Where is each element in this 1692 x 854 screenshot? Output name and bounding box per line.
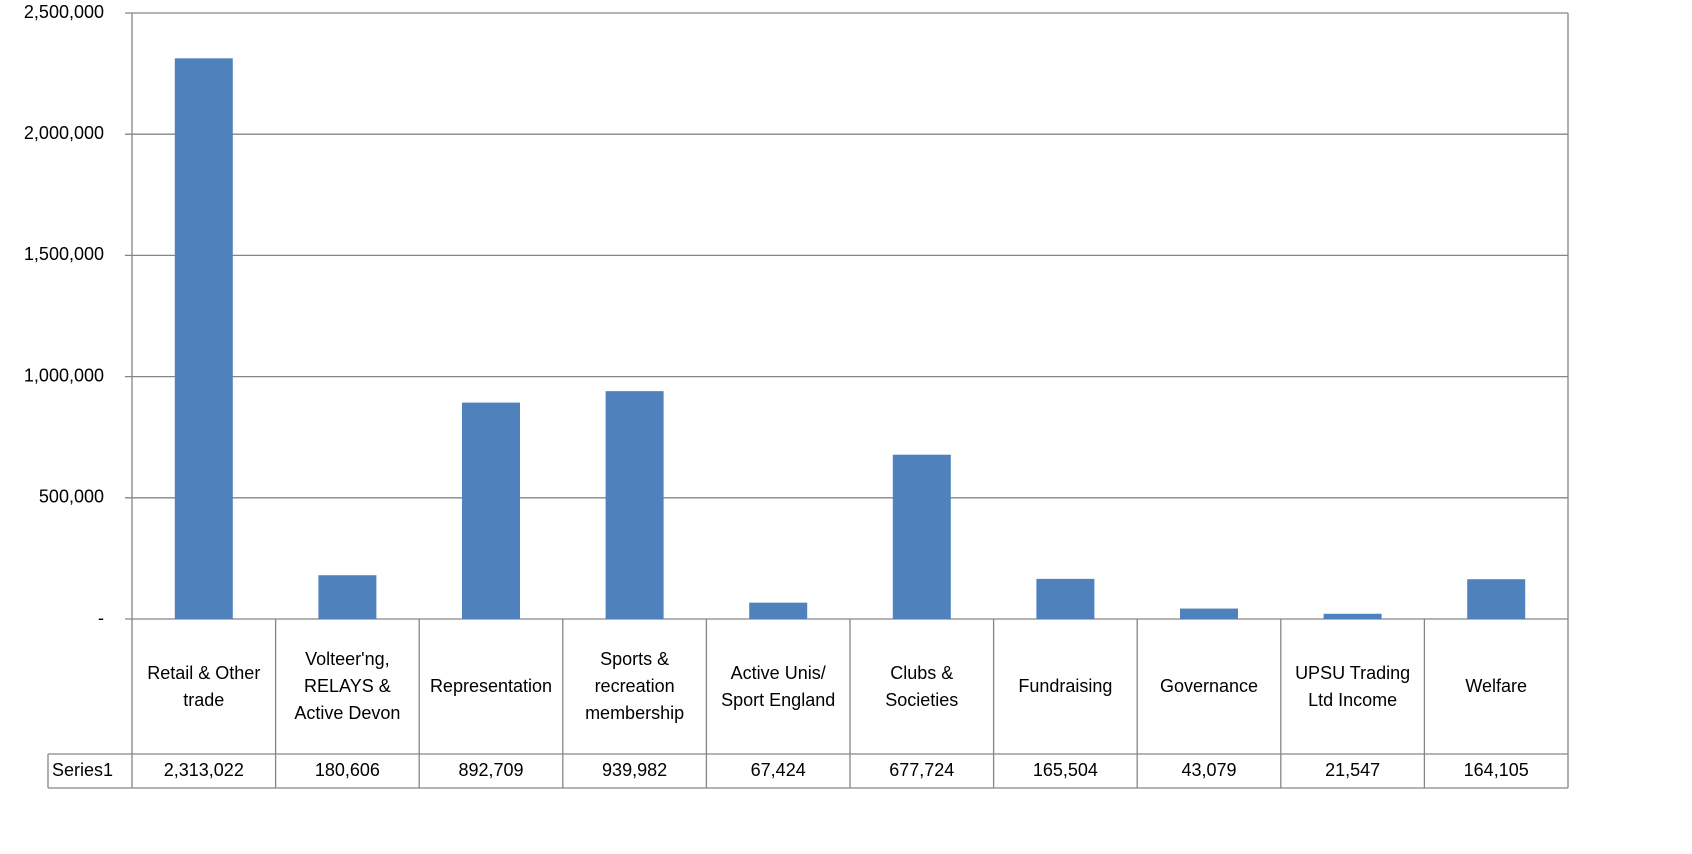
x-category-cell: Volteer'ng, RELAYS & Active Devon (294, 649, 401, 723)
x-category-cell: Retail & Other trade (147, 662, 261, 710)
x-tick-label: Volteer'ng, RELAYS & Active Devon (294, 649, 401, 723)
x-tick-label: Retail & Other trade (147, 662, 261, 710)
bar (174, 58, 233, 619)
data-table-value: 43,079 (1181, 760, 1236, 780)
data-table-value: 892,709 (458, 760, 523, 780)
x-tick-label: Governance (1159, 676, 1259, 696)
data-table-value: 180,606 (315, 760, 380, 780)
x-category-cell: Sports & recreation membership (585, 649, 685, 723)
x-category-cell: Active Unis/ Sport England (721, 662, 836, 710)
y-tick-label: - (98, 608, 104, 628)
legend-entry: Series1 (52, 760, 113, 780)
x-tick-label: UPSU Trading Ltd Income (1295, 662, 1411, 710)
bar (1323, 613, 1382, 619)
x-tick-label: Sports & recreation membership (585, 649, 685, 723)
data-table-value: 677,724 (889, 760, 954, 780)
data-table-value: 165,504 (1033, 760, 1098, 780)
x-tick-label: Active Unis/ Sport England (721, 662, 836, 710)
y-tick-label: 2,000,000 (24, 123, 104, 143)
bar (749, 602, 808, 619)
x-category-cell: Governance (1159, 676, 1259, 696)
bar (318, 575, 377, 619)
x-category-cell: Representation (429, 676, 553, 696)
x-tick-label: Welfare (1465, 676, 1528, 696)
bar (605, 391, 664, 619)
bar (1467, 579, 1526, 619)
x-category-cell: UPSU Trading Ltd Income (1295, 662, 1411, 710)
x-category-cell: Fundraising (1018, 676, 1113, 696)
bar (462, 402, 520, 619)
x-tick-label: Fundraising (1018, 676, 1113, 696)
y-tick-label: 2,500,000 (24, 2, 104, 22)
bar (1036, 578, 1095, 619)
data-table-value: 67,424 (751, 760, 806, 780)
y-tick-label: 1,500,000 (24, 244, 104, 264)
data-table-value: 21,547 (1325, 760, 1380, 780)
x-tick-label: Clubs & Societies (885, 662, 959, 710)
x-tick-label: Representation (429, 676, 553, 696)
y-tick-label: 500,000 (39, 487, 104, 507)
bar (892, 454, 951, 619)
y-tick-label: 1,000,000 (24, 365, 104, 385)
data-table-value: 2,313,022 (164, 760, 244, 780)
x-category-cell: Clubs & Societies (885, 662, 959, 710)
bar (1180, 608, 1238, 619)
data-table-value: 939,982 (602, 760, 667, 780)
x-category-cell: Welfare (1465, 676, 1528, 696)
data-table-value: 164,105 (1464, 760, 1529, 780)
